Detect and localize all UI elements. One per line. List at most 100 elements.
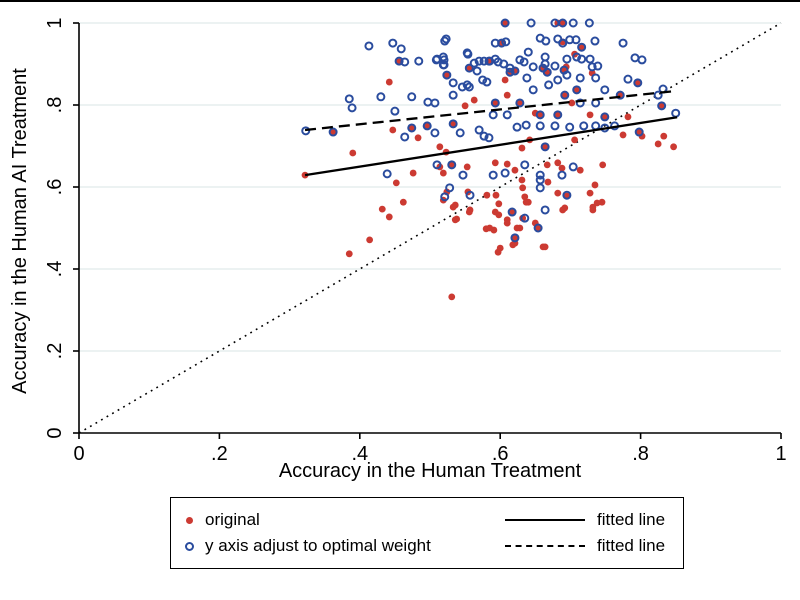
data-point-adjusted xyxy=(394,56,404,66)
data-point-adjusted xyxy=(464,63,474,73)
data-point-original xyxy=(483,191,491,199)
data-point-original xyxy=(423,122,431,130)
data-point-adjusted xyxy=(479,131,489,141)
data-point-adjusted xyxy=(568,18,578,28)
data-point-original xyxy=(349,149,357,157)
data-point-original xyxy=(408,124,416,132)
data-point-adjusted xyxy=(533,223,543,233)
data-point-adjusted xyxy=(558,18,568,28)
data-point-original xyxy=(536,111,544,119)
data-point-adjusted xyxy=(364,41,374,51)
data-point-adjusted xyxy=(376,92,386,102)
data-point-adjusted xyxy=(544,80,554,90)
data-point-adjusted xyxy=(550,121,560,131)
data-point-adjusted xyxy=(344,94,354,104)
data-point-original xyxy=(558,164,566,172)
data-point-adjusted xyxy=(572,52,582,62)
data-point-adjusted xyxy=(520,213,530,223)
data-point-original xyxy=(516,99,524,107)
data-point-adjusted xyxy=(637,55,647,65)
data-point-adjusted xyxy=(448,78,458,88)
data-point-original xyxy=(522,198,530,206)
data-point-original xyxy=(589,203,597,211)
data-point-adjusted xyxy=(462,48,472,58)
fitted-line-solid xyxy=(304,116,678,177)
data-point-original xyxy=(409,169,417,177)
data-point-original xyxy=(571,136,579,144)
data-point-original xyxy=(329,128,337,136)
data-point-adjusted xyxy=(562,54,572,64)
y-tick-label: 1 xyxy=(44,17,66,28)
data-point-adjusted xyxy=(474,56,484,66)
legend-label-fitted-solid: fitted line xyxy=(597,510,666,529)
data-point-original xyxy=(601,113,609,121)
data-point-original xyxy=(465,208,473,216)
data-point-adjusted xyxy=(557,170,567,180)
data-point-adjusted xyxy=(575,73,585,83)
data-point-adjusted xyxy=(584,18,594,28)
data-point-adjusted xyxy=(540,52,550,62)
data-point-original xyxy=(559,206,567,214)
data-point-original xyxy=(518,176,526,184)
data-point-adjusted xyxy=(442,70,452,80)
data-point-original xyxy=(501,76,509,84)
x-tick-label: .8 xyxy=(632,443,649,465)
data-point-adjusted xyxy=(591,121,601,131)
data-point-original xyxy=(385,213,393,221)
data-point-original xyxy=(559,19,567,27)
data-point-adjusted xyxy=(430,98,440,108)
data-point-adjusted xyxy=(485,56,495,66)
data-point-original xyxy=(593,199,601,207)
plot-canvas: 0 .2 .4 .6 .8 1 0 .2 .4 .6 .8 1 xyxy=(44,17,787,465)
data-point-original xyxy=(586,189,594,197)
data-point-adjusted xyxy=(347,103,357,113)
data-point-adjusted xyxy=(440,36,450,46)
x-axis-title: Accuracy in the Human Treatment xyxy=(278,460,582,482)
data-point-adjusted xyxy=(482,77,492,87)
data-point-original xyxy=(385,78,393,86)
data-point-original xyxy=(495,200,503,208)
data-point-original xyxy=(503,160,511,168)
data-point-adjusted xyxy=(577,54,587,64)
data-point-adjusted xyxy=(440,192,450,202)
data-point-original xyxy=(654,140,662,148)
data-point-original xyxy=(392,179,400,187)
data-point-adjusted xyxy=(590,36,600,46)
y-tick-label: .6 xyxy=(44,179,66,196)
data-point-adjusted xyxy=(490,98,500,108)
data-point-adjusted xyxy=(445,183,455,193)
blue-circle-icon xyxy=(183,541,195,551)
data-point-adjusted xyxy=(653,90,663,100)
data-point-original xyxy=(470,96,478,104)
data-point-original xyxy=(494,248,502,256)
y-tick-label: .8 xyxy=(44,97,66,114)
data-point-adjusted xyxy=(455,128,465,138)
data-point-original xyxy=(513,224,521,232)
data-point-adjusted xyxy=(472,66,482,76)
data-point-adjusted xyxy=(633,78,643,88)
x-tick-label: 0 xyxy=(73,443,84,465)
data-point-adjusted xyxy=(562,190,572,200)
reference-line xyxy=(78,22,782,434)
data-point-adjusted xyxy=(600,112,610,122)
legend-box: original fitted line y axis adjust to op… xyxy=(170,497,684,569)
data-point-original xyxy=(599,161,607,169)
data-point-adjusted xyxy=(577,42,587,52)
data-point-adjusted xyxy=(474,125,484,135)
data-point-adjusted xyxy=(528,62,538,72)
data-point-adjusted xyxy=(414,56,424,66)
data-point-original xyxy=(534,224,542,232)
data-point-adjusted xyxy=(447,160,457,170)
data-point-adjusted xyxy=(505,67,515,77)
y-tick-label: .4 xyxy=(44,261,66,278)
y-axis-title: Accuracy in the Human AI Treatment xyxy=(9,68,31,394)
data-point-adjusted xyxy=(541,36,551,46)
data-point-original xyxy=(624,113,632,121)
data-point-adjusted xyxy=(535,121,545,131)
data-point-adjusted xyxy=(572,85,582,95)
data-point-adjusted xyxy=(593,61,603,71)
red-dot-icon xyxy=(183,516,195,524)
data-point-adjusted xyxy=(507,207,517,217)
data-point-adjusted xyxy=(591,73,601,83)
data-point-adjusted xyxy=(587,62,597,72)
